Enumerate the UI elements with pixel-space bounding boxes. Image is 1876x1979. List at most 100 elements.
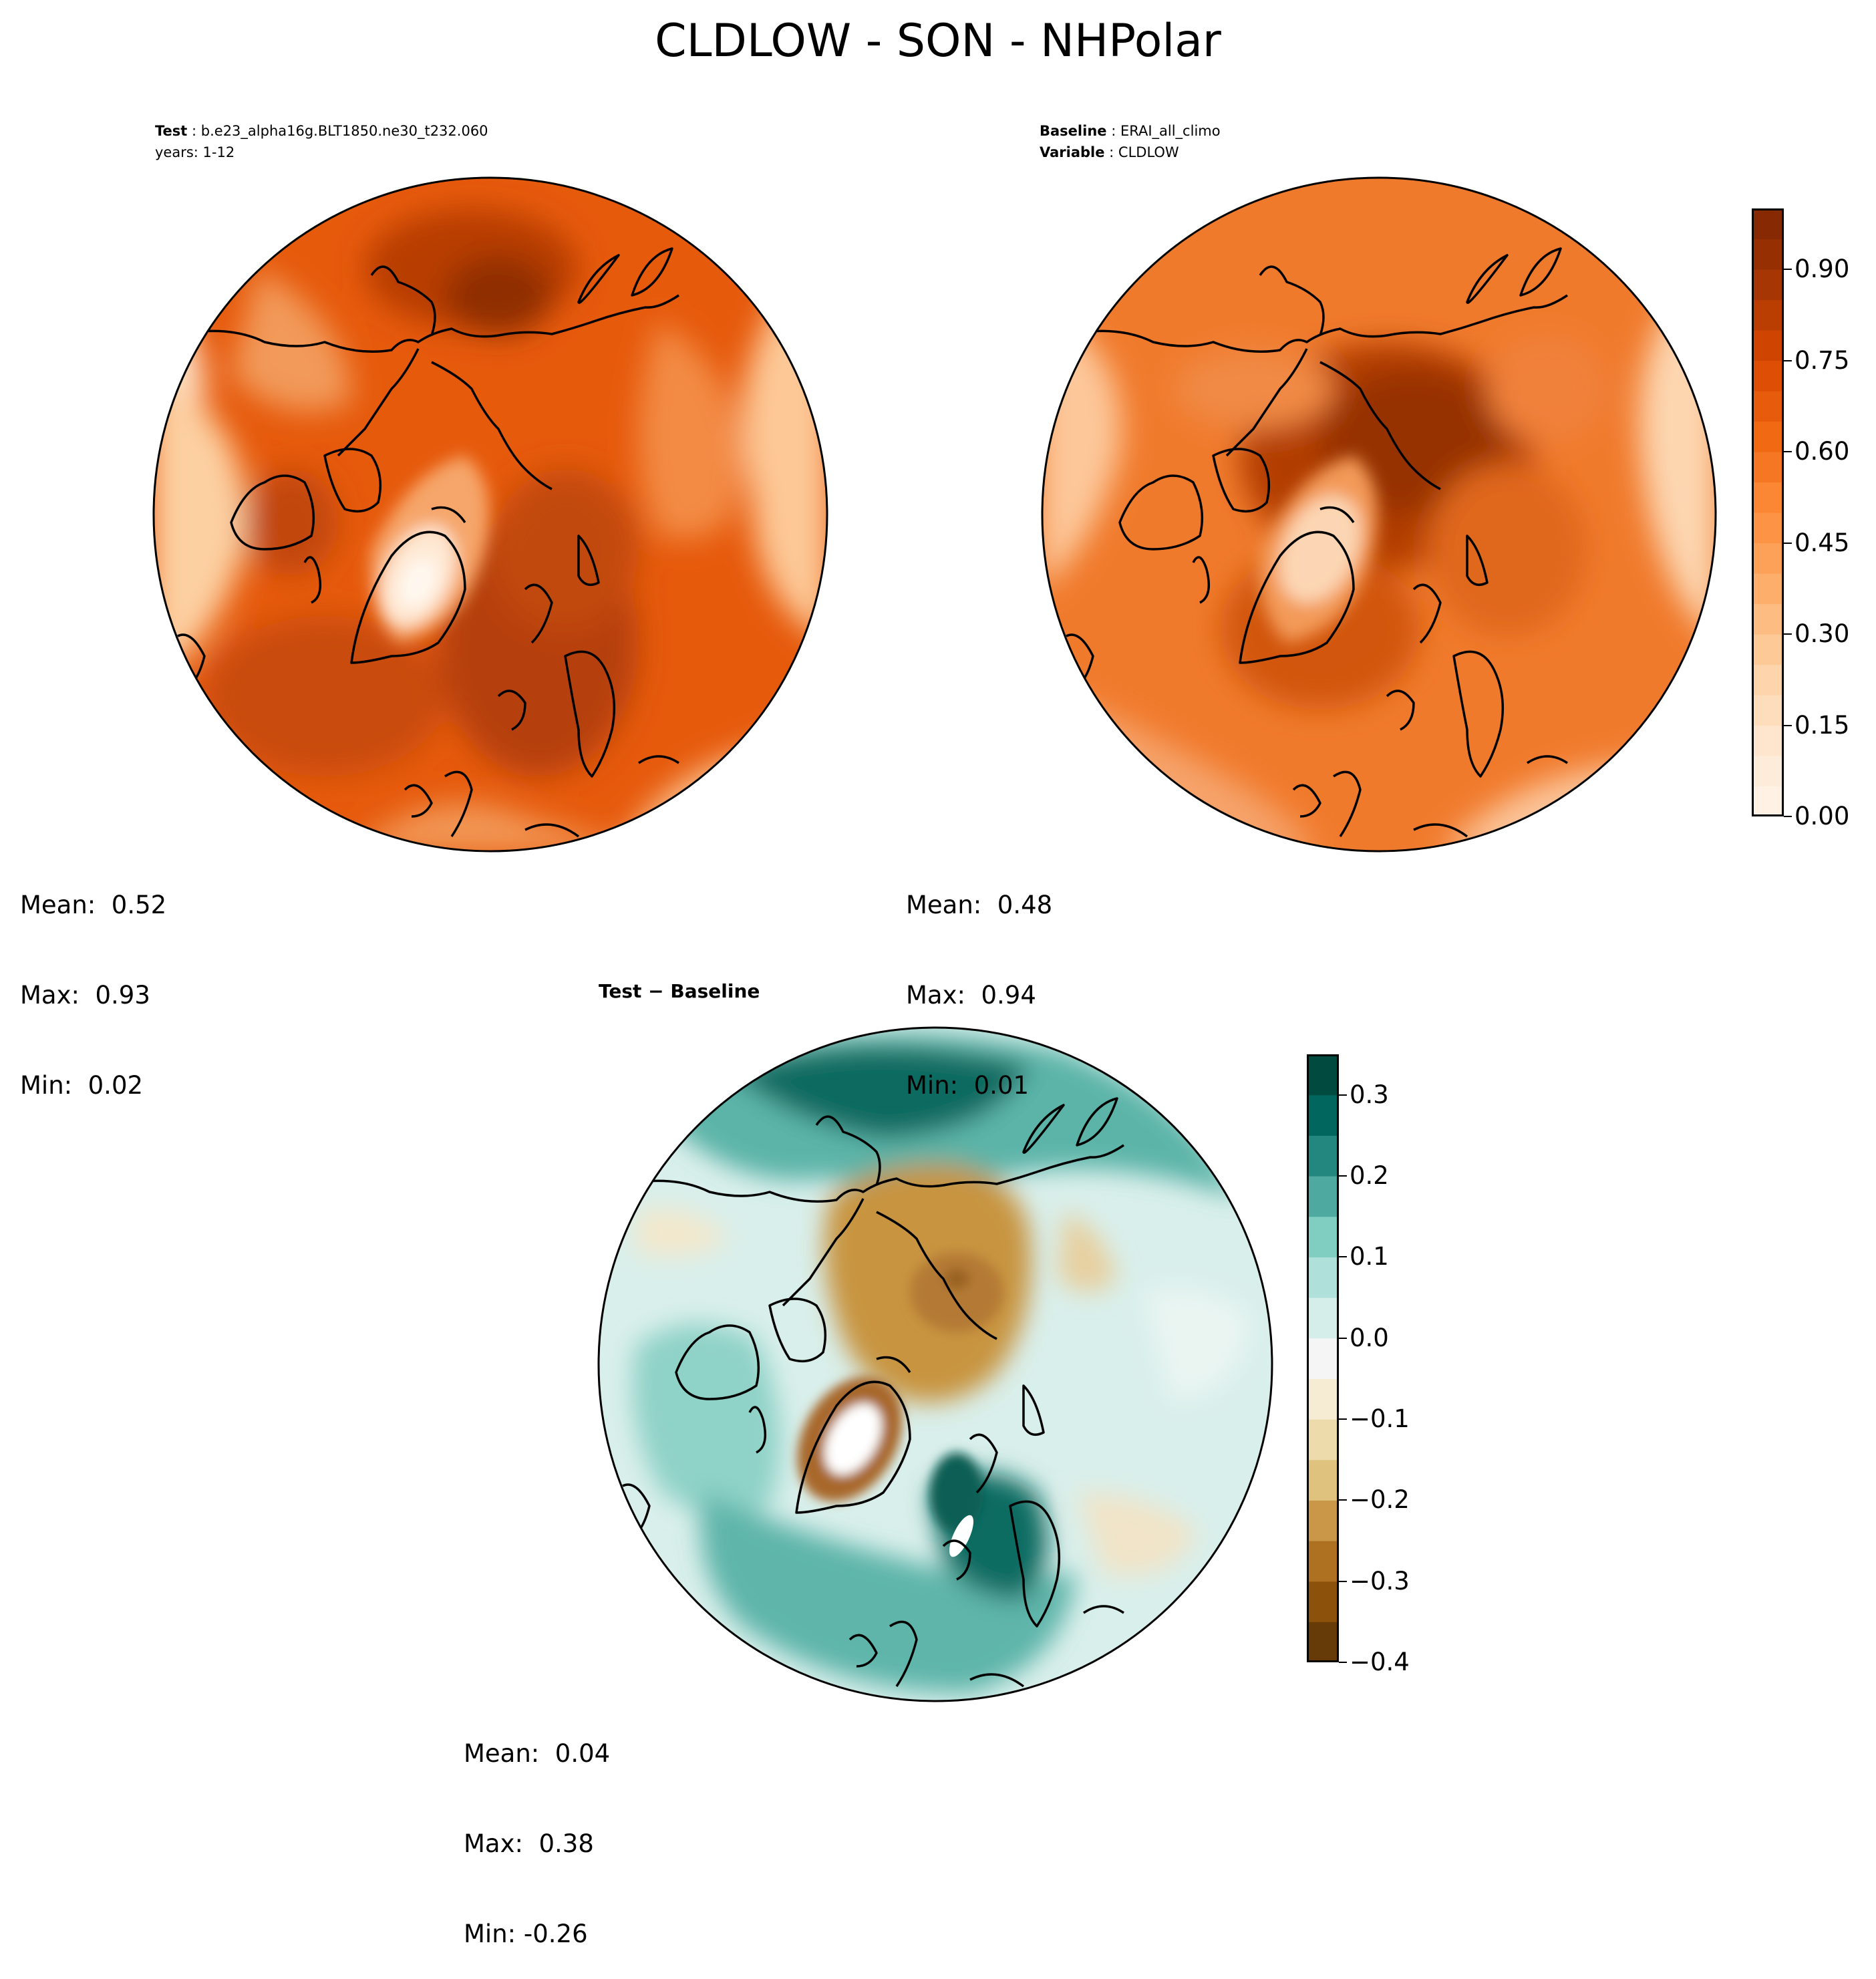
diff-header: Test − Baseline (599, 981, 760, 1002)
main-colorbar-tick (1784, 542, 1792, 544)
baseline-label: Baseline (1040, 123, 1107, 139)
main-colorbar-tick-label: 0.45 (1794, 528, 1850, 557)
main-colorbar-level (1752, 299, 1784, 331)
diff-colorbar-tick (1339, 1337, 1347, 1339)
main-colorbar-level (1752, 360, 1784, 392)
diff-colorbar-tick-label: −0.2 (1350, 1485, 1410, 1515)
baseline-mean: Mean: 0.48 (906, 891, 1053, 919)
test-cloud-field (154, 178, 827, 851)
figure-title: CLDLOW - SON - NHPolar (655, 15, 1221, 67)
main-colorbar-level (1752, 695, 1784, 726)
test-case-name: b.e23_alpha16g.BLT1850.ne30_t232.060 (200, 123, 488, 139)
test-polar-map (152, 176, 828, 853)
main-colorbar-level (1752, 269, 1784, 301)
main-colorbar: 0.00 0.15 0.30 0.45 0.60 0.75 0.90 (1752, 208, 1849, 830)
main-colorbar-level (1752, 756, 1784, 787)
diff-colorbar-level (1307, 1541, 1339, 1582)
test-map-boundary (152, 176, 828, 853)
diff-header-minus: − (648, 980, 664, 1002)
diff-max: Max: 0.38 (464, 1829, 594, 1858)
main-colorbar-level (1752, 482, 1784, 513)
main-colorbar-level (1752, 512, 1784, 544)
main-colorbar-level (1752, 786, 1784, 816)
main-colorbar-tick (1784, 359, 1792, 361)
main-colorbar-scale (1752, 208, 1784, 816)
diff-stats: Mean: 0.04 Max: 0.38 Min: -0.26 (464, 1678, 610, 1979)
diff-colorbar-level (1307, 1500, 1339, 1541)
variable-label: Variable (1040, 144, 1105, 160)
diff-colorbar-level (1307, 1622, 1339, 1662)
diff-colorbar-level (1307, 1378, 1339, 1420)
main-colorbar-tick-label: 0.90 (1794, 255, 1850, 283)
diff-map-boundary (597, 1026, 1273, 1702)
test-mean: Mean: 0.52 (20, 891, 167, 919)
diff-colorbar-level (1307, 1094, 1339, 1136)
main-colorbar-tick (1784, 269, 1792, 270)
main-colorbar-tick (1784, 724, 1792, 726)
diff-colorbar-scale (1307, 1054, 1339, 1662)
variable-name: CLDLOW (1118, 144, 1179, 160)
main-colorbar-level (1752, 573, 1784, 605)
baseline-min: Min: 0.01 (906, 1071, 1030, 1100)
main-colorbar-level (1752, 664, 1784, 696)
baseline-polar-map (1041, 176, 1717, 853)
main-colorbar-level (1752, 208, 1784, 240)
main-colorbar-tick-label: 0.30 (1794, 619, 1850, 648)
test-label: Test (155, 123, 188, 139)
baseline-stats: Mean: 0.48 Max: 0.94 Min: 0.01 (906, 830, 1052, 1130)
baseline-map-boundary (1041, 176, 1717, 853)
diff-colorbar-level (1307, 1216, 1339, 1257)
diff-colorbar-tick-label: 0.2 (1350, 1161, 1389, 1190)
diff-colorbar-tick-label: −0.1 (1350, 1404, 1410, 1433)
diff-colorbar-tick (1339, 1662, 1347, 1663)
test-min: Min: 0.02 (20, 1071, 144, 1100)
main-colorbar-level (1752, 330, 1784, 361)
baseline-max: Max: 0.94 (906, 981, 1036, 1010)
diff-polar-map (597, 1026, 1273, 1702)
diff-colorbar-level (1307, 1257, 1339, 1298)
main-colorbar-level (1752, 725, 1784, 756)
baseline-coastlines (1066, 247, 1568, 838)
diff-colorbar-tick (1339, 1175, 1347, 1177)
main-colorbar-level (1752, 603, 1784, 635)
diff-colorbar-tick (1339, 1418, 1347, 1420)
diff-colorbar-level (1307, 1338, 1339, 1379)
diff-header-baseline: Baseline (670, 980, 760, 1002)
baseline-header: Baseline : ERAI_all_climo Variable : CLD… (1040, 123, 1221, 160)
main-colorbar-tick-label: 0.15 (1794, 710, 1850, 740)
diff-colorbar-tick-label: 0.3 (1350, 1080, 1389, 1109)
baseline-cloud-field (1042, 178, 1716, 851)
main-colorbar-level (1752, 634, 1784, 665)
diff-colorbar-tick-label: −0.3 (1350, 1566, 1410, 1595)
test-stats: Mean: 0.52 Max: 0.93 Min: 0.02 (20, 830, 166, 1130)
diff-colorbar-frame (1307, 1054, 1339, 1662)
main-colorbar-tick (1784, 633, 1792, 635)
main-colorbar-tick-label: 0.75 (1794, 345, 1850, 375)
diff-colorbar-tick (1339, 1094, 1347, 1096)
test-max: Max: 0.93 (20, 981, 150, 1010)
main-colorbar-level (1752, 421, 1784, 452)
test-coastlines (177, 247, 679, 838)
diff-header-test: Test (599, 980, 642, 1002)
diff-colorbar-level (1307, 1419, 1339, 1461)
main-colorbar-level (1752, 543, 1784, 574)
diff-colorbar-tick-label: 0.0 (1350, 1323, 1389, 1352)
diff-mean: Mean: 0.04 (464, 1739, 611, 1768)
main-colorbar-level (1752, 239, 1784, 270)
diff-colorbar-level (1307, 1581, 1339, 1622)
test-header: Test : b.e23_alpha16g.BLT1850.ne30_t232.… (155, 120, 488, 163)
main-colorbar-tick (1784, 451, 1792, 452)
diff-colorbar-level (1307, 1176, 1339, 1217)
diff-colorbar-level (1307, 1135, 1339, 1177)
diff-colorbar-tick-label: −0.4 (1350, 1648, 1410, 1676)
main-colorbar-tick-label: 0.60 (1794, 437, 1850, 466)
main-colorbar-frame (1752, 208, 1784, 816)
diff-colorbar-level (1307, 1054, 1339, 1096)
test-years: years: 1-12 (155, 144, 235, 160)
main-colorbar-tick-label: 0.00 (1794, 802, 1850, 830)
main-colorbar-level (1752, 452, 1784, 483)
diff-colorbar: 0.3 0.2 0.1 0.0 −0.1 −0.2 −0.3 −0.4 (1307, 1054, 1410, 1676)
diff-colorbar-tick (1339, 1580, 1347, 1582)
diff-colorbar-level (1307, 1298, 1339, 1339)
diff-min: Min: -0.26 (464, 1920, 588, 1948)
